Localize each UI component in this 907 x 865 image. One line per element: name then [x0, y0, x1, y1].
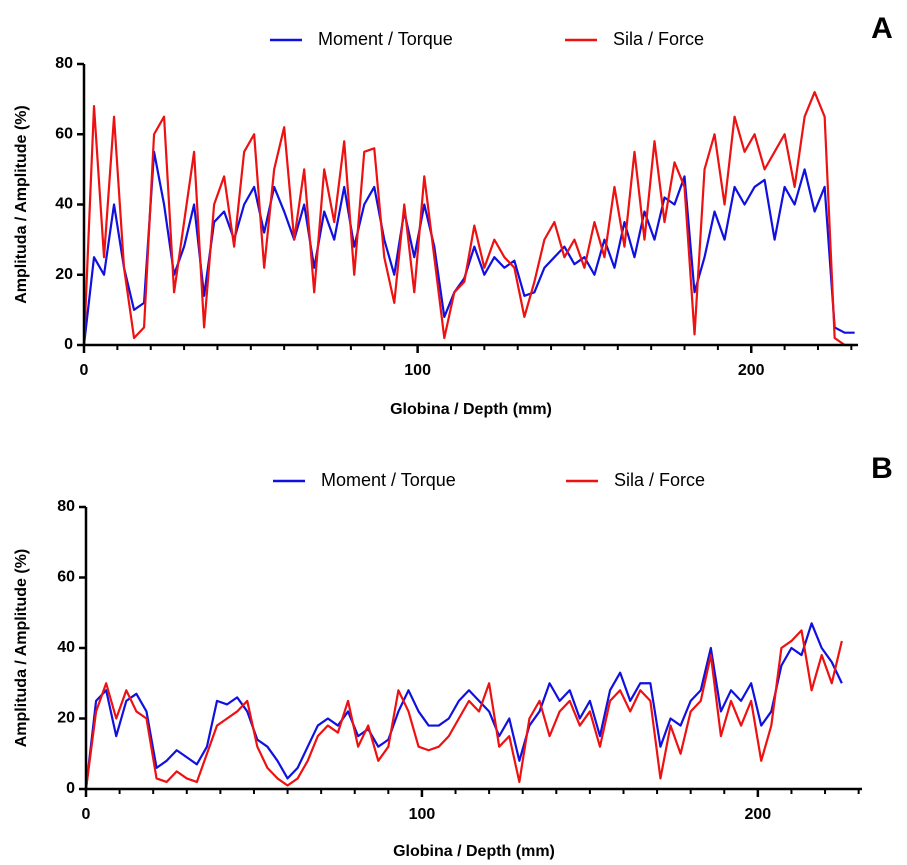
- x-axis-title: Globina / Depth (mm): [390, 401, 552, 418]
- y-axis-title: Amplituda / Amplitude (%): [13, 105, 30, 304]
- y-tick-label: 60: [57, 569, 75, 586]
- x-tick-label: 200: [738, 362, 765, 379]
- data-line: [84, 622, 843, 790]
- x-tick-label: 0: [82, 806, 91, 823]
- panel-label: B: [871, 452, 893, 485]
- legend-label: Sila / Force: [614, 470, 705, 490]
- y-tick-label: 80: [55, 55, 73, 72]
- panel-label: A: [871, 12, 893, 45]
- x-tick-label: 200: [745, 806, 772, 823]
- y-tick-label: 80: [57, 498, 75, 515]
- y-tick-label: 60: [55, 125, 73, 142]
- x-axis-title: Globina / Depth (mm): [393, 843, 555, 860]
- y-tick-label: 20: [55, 266, 73, 283]
- y-tick-label: 0: [64, 336, 73, 353]
- y-tick-label: 40: [55, 196, 73, 213]
- x-tick-label: 100: [409, 806, 436, 823]
- legend-label: Sila / Force: [613, 29, 704, 49]
- legend-label: Moment / Torque: [321, 470, 456, 490]
- x-tick-label: 100: [404, 362, 431, 379]
- data-line: [84, 629, 843, 790]
- y-tick-label: 20: [57, 710, 75, 727]
- data-line: [82, 91, 855, 347]
- legend-label: Moment / Torque: [318, 29, 453, 49]
- y-tick-label: 40: [57, 639, 75, 656]
- x-tick-label: 0: [80, 362, 89, 379]
- y-tick-label: 0: [66, 780, 75, 797]
- y-axis-title: Amplituda / Amplitude (%): [13, 549, 30, 748]
